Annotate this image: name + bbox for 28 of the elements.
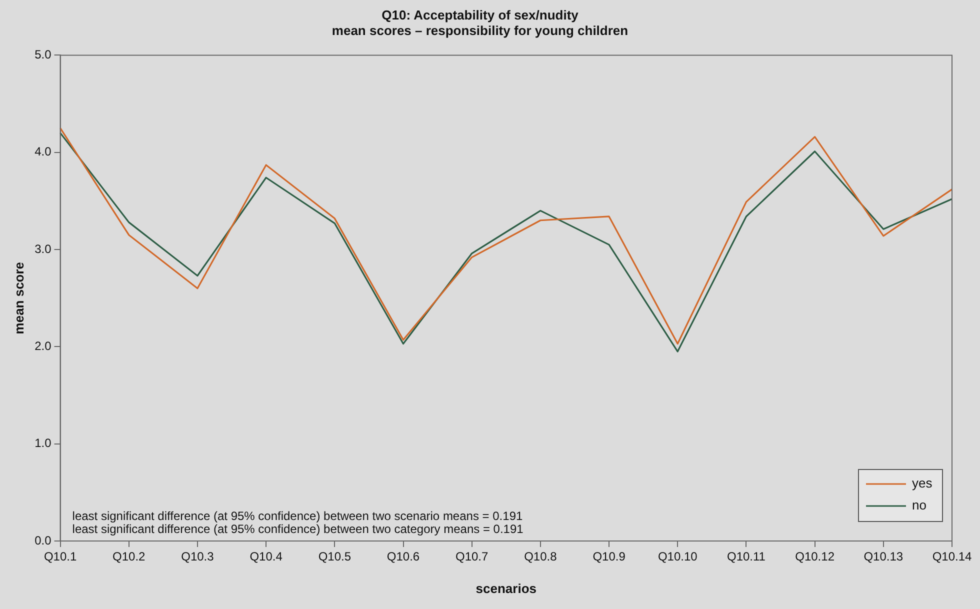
x-tick-label: Q10.8	[524, 550, 558, 564]
y-tick-label: 4.0	[34, 144, 52, 159]
x-tick-label: Q10.7	[455, 550, 489, 564]
x-tick-label: Q10.9	[592, 550, 626, 564]
x-tick-label: Q10.5	[318, 550, 352, 564]
y-tick-label: 2.0	[34, 338, 52, 353]
x-axis-title: scenarios	[476, 580, 536, 596]
y-axis-title: mean score	[11, 262, 26, 334]
x-tick-label: Q10.14	[932, 550, 972, 564]
x-tick-label: Q10.13	[864, 550, 904, 564]
x-tick-label: Q10.2	[112, 550, 146, 564]
chart-title: Q10: Acceptability of sex/nudity	[382, 7, 580, 22]
y-tick-label: 1.0	[34, 436, 52, 450]
x-tick-label: Q10.11	[726, 550, 766, 564]
x-tick-label: Q10.6	[386, 550, 420, 564]
chart-subtitle: mean scores – responsibility for young children	[332, 22, 628, 38]
x-tick-label: Q10.4	[250, 550, 283, 564]
annotation: least significant difference (at 95% confidence) between two scenario means = 0.191	[72, 509, 523, 523]
y-tick-label: 0.0	[34, 533, 52, 548]
x-tick-label: Q10.12	[795, 550, 835, 564]
annotation: least significant difference (at 95% confidence) between two category means = 0.191	[72, 522, 524, 536]
x-tick-label: Q10.10	[658, 550, 698, 564]
x-tick-label: Q10.3	[181, 550, 214, 564]
y-tick-label: 3.0	[34, 242, 52, 256]
y-tick-label: 5.0	[34, 48, 52, 62]
x-tick-label: Q10.1	[44, 550, 77, 564]
legend-label: no	[912, 498, 926, 513]
legend-label: yes	[912, 476, 933, 491]
